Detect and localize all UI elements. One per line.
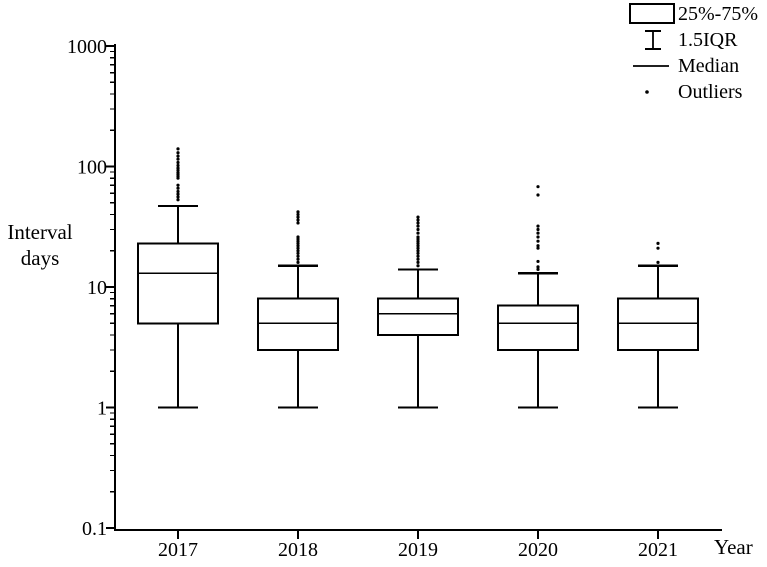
box-rect [257,297,339,352]
y-tick-label: 0.1 [82,518,107,540]
outlier-point [536,224,540,228]
legend: 25%-75% 1.5IQR Median [627,1,758,105]
outlier-point [536,246,540,250]
outlier-point [296,221,300,225]
outlier-point [176,198,180,202]
boxplot-group-2017 [137,147,219,409]
outlier-point [536,231,540,235]
outlier-point [416,227,420,232]
outlier-point [416,251,420,256]
outlier-point [416,244,420,248]
outlier-point [296,251,300,256]
outlier-point [176,176,180,180]
legend-item-box: 25%-75% [627,1,758,27]
outlier-point [296,215,300,219]
boxplot-group-2021 [617,241,699,409]
outlier-point [296,254,300,258]
outlier-point [416,215,420,219]
box-rect [497,304,579,352]
legend-item-median: Median [627,53,758,79]
legend-item-whisker: 1.5IQR [627,27,758,53]
outlier-point [416,257,420,261]
boxplot-group-2018 [257,210,339,409]
outlier-point [176,183,180,187]
outlier-point [296,239,300,243]
x-tick-label: 2019 [398,539,438,561]
outlier-point [296,210,300,214]
x-tick-label: 2020 [518,539,558,561]
outlier-point [536,259,540,264]
boxplot-group-2019 [377,215,459,409]
outlier-point [416,260,420,265]
outlier-point [176,151,180,155]
outlier-point [296,260,300,265]
outlier-point [656,241,660,246]
legend-label: Median [678,54,740,77]
box-rect [137,242,219,325]
outlier-point [536,239,540,243]
outlier-point [536,193,540,197]
y-tick-label: 10 [87,277,107,299]
legend-label: Outliers [678,80,743,103]
box-swatch-icon [627,2,677,26]
outlier-point [176,160,180,165]
y-tick-label: 100 [77,157,107,179]
outlier-point [176,192,180,196]
outlier-point [176,168,180,172]
outlier-point [536,227,540,232]
y-axis-ticks: 1000 100 10 1 0.1 [67,36,115,540]
outlier-point [416,239,420,243]
outlier-point [416,231,420,235]
outlier-point [536,244,540,248]
box-rect [617,297,699,352]
y-tick-label: 1 [97,398,107,420]
outlier-point [176,195,180,199]
outlier-point [296,218,300,222]
outlier-point [296,212,300,217]
outlier-point [176,147,180,151]
median-swatch-icon [627,54,677,78]
outlier-point [416,264,420,268]
outlier-point [536,267,540,271]
outlier-point [416,218,420,222]
outlier-point [656,246,660,250]
outlier-point [536,185,540,189]
box-rect [377,297,459,336]
outlier-point [656,260,660,265]
y-tick-label: 1000 [67,36,107,58]
x-tick-label: 2018 [278,539,318,561]
outlier-point [176,189,180,194]
x-axis-title: Year [714,535,753,559]
legend-label: 25%-75% [678,2,758,25]
legend-item-outliers: Outliers [627,79,758,105]
x-tick-label: 2017 [158,539,198,561]
legend-label: 1.5IQR [678,28,738,51]
outlier-point [176,186,180,190]
y-axis-title: Interval days [7,220,73,270]
outlier-point [176,166,180,170]
boxplot-group-2020 [497,185,579,409]
whisker-swatch-icon [627,28,677,52]
outlier-point [176,154,180,158]
x-axis-ticks: 2017 2018 2019 2020 2021 [158,530,678,561]
outlier-point [296,257,300,261]
outlier-point [296,241,300,246]
outlier-point [416,254,420,258]
outlier-point [296,246,300,250]
outlier-point [416,221,420,225]
outlier-point [416,249,420,253]
outlier-point [296,244,300,248]
outlier-point [176,157,180,161]
outlier-point [296,249,300,253]
outlier-point [176,163,180,168]
outlier-point [416,224,420,228]
outlier-point [536,235,540,239]
outlier-point [536,265,540,269]
outlier-point [416,241,420,246]
outliers-swatch-icon [627,80,677,104]
x-tick-label: 2021 [638,539,678,561]
outlier-point [416,246,420,250]
